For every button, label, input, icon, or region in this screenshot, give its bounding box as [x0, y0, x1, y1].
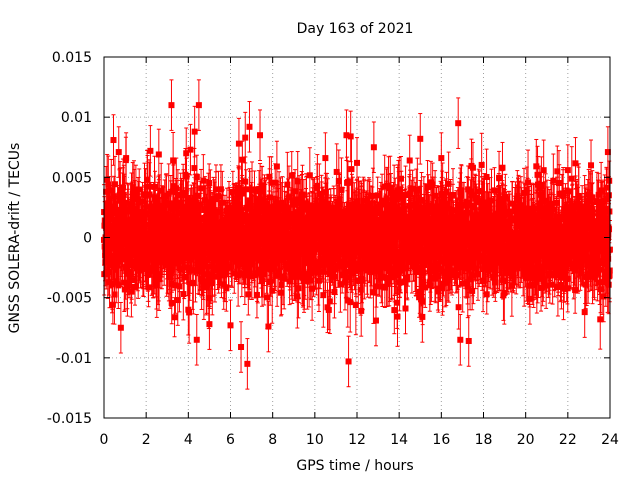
point-marker	[143, 221, 150, 228]
point-marker	[200, 177, 207, 184]
point-marker	[121, 279, 128, 286]
point-marker	[171, 314, 178, 321]
point-marker	[104, 244, 111, 251]
point-marker	[121, 286, 128, 293]
point-marker	[112, 217, 119, 224]
point-marker	[109, 301, 116, 308]
point-marker	[166, 262, 173, 269]
point-marker	[151, 183, 158, 190]
point-marker	[245, 291, 252, 298]
point-marker	[155, 213, 162, 220]
point-marker	[206, 179, 213, 186]
point-marker	[143, 211, 150, 218]
point-marker	[111, 205, 118, 212]
point-marker	[168, 299, 175, 306]
point-marker	[108, 187, 115, 194]
point-marker	[111, 291, 118, 298]
point-marker	[111, 181, 118, 188]
point-marker	[239, 156, 246, 163]
point-marker	[105, 200, 112, 207]
point-marker	[163, 201, 170, 208]
point-marker	[145, 284, 152, 291]
point-marker	[120, 184, 127, 191]
point-marker	[132, 186, 139, 193]
data-point	[239, 140, 246, 179]
point-marker	[139, 198, 146, 205]
point-marker	[106, 268, 113, 275]
point-marker	[135, 262, 142, 269]
data-points	[101, 79, 613, 390]
point-marker	[153, 282, 160, 289]
point-marker	[113, 278, 120, 285]
point-marker	[242, 178, 249, 185]
point-marker	[156, 276, 163, 283]
point-marker	[146, 183, 153, 190]
point-marker	[128, 201, 135, 208]
point-marker	[158, 187, 165, 194]
point-marker	[105, 181, 112, 188]
point-marker	[144, 176, 151, 183]
point-marker	[102, 223, 109, 230]
point-marker	[114, 208, 121, 215]
point-marker	[165, 190, 172, 197]
point-marker	[109, 280, 116, 287]
point-marker	[137, 246, 144, 253]
point-marker	[119, 256, 126, 263]
point-marker	[264, 294, 271, 301]
